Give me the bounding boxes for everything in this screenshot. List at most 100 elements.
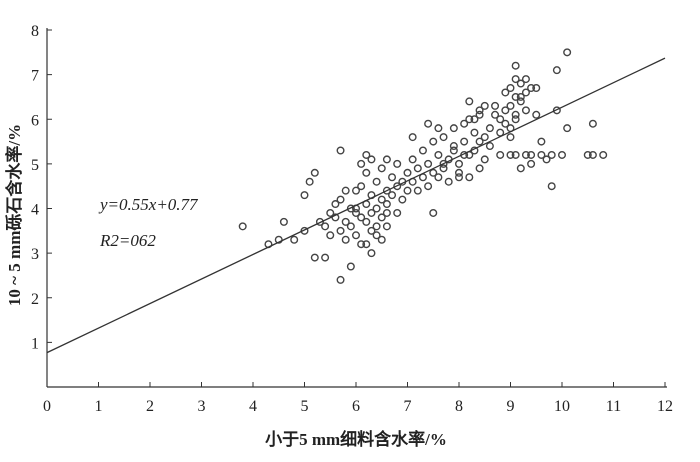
data-point xyxy=(501,119,510,128)
data-point xyxy=(470,115,479,124)
data-point xyxy=(413,164,422,173)
data-point xyxy=(357,159,366,168)
data-point xyxy=(511,150,520,159)
data-point xyxy=(547,150,556,159)
data-point xyxy=(449,124,458,133)
data-point xyxy=(346,262,355,271)
data-point xyxy=(527,159,536,168)
data-point xyxy=(424,119,433,128)
data-point xyxy=(532,84,541,93)
data-point xyxy=(362,240,371,249)
data-point xyxy=(496,115,505,124)
data-point xyxy=(429,168,438,177)
data-point xyxy=(357,240,366,249)
data-point xyxy=(552,66,561,75)
data-point xyxy=(393,159,402,168)
y-tick-label: 2 xyxy=(31,291,39,308)
data-point xyxy=(424,182,433,191)
data-point xyxy=(352,186,361,195)
data-point xyxy=(475,106,484,115)
y-tick-label: 5 xyxy=(31,157,39,174)
data-point xyxy=(377,195,386,204)
data-point xyxy=(449,146,458,155)
data-point xyxy=(429,208,438,217)
data-point xyxy=(372,231,381,240)
data-point xyxy=(352,231,361,240)
data-point xyxy=(480,155,489,164)
data-point xyxy=(475,164,484,173)
y-tick-label: 7 xyxy=(31,68,39,85)
data-point xyxy=(521,106,530,115)
data-point xyxy=(475,110,484,119)
data-point xyxy=(516,164,525,173)
data-point xyxy=(511,115,520,124)
y-tick-label: 1 xyxy=(31,335,39,352)
data-point xyxy=(434,150,443,159)
data-point xyxy=(367,226,376,235)
x-tick-label: 8 xyxy=(455,398,463,415)
data-point xyxy=(460,137,469,146)
data-point xyxy=(424,159,433,168)
data-point xyxy=(393,182,402,191)
y-axis-label: 10 ~ 5 mm砾石含水率/% xyxy=(4,124,24,306)
fit-line xyxy=(46,57,666,354)
data-point xyxy=(315,217,324,226)
data-point xyxy=(506,133,515,142)
y-tick-label: 8 xyxy=(31,23,39,40)
data-point xyxy=(346,222,355,231)
data-point xyxy=(377,235,386,244)
data-point xyxy=(408,133,417,142)
data-point xyxy=(455,173,464,182)
data-point xyxy=(470,128,479,137)
data-point xyxy=(321,222,330,231)
data-point xyxy=(336,226,345,235)
data-point xyxy=(449,142,458,151)
data-point xyxy=(496,150,505,159)
data-point xyxy=(485,124,494,133)
x-tick-label: 4 xyxy=(249,398,257,415)
data-point xyxy=(599,150,608,159)
y-tick-label: 6 xyxy=(31,112,39,129)
data-point xyxy=(511,92,520,101)
data-point xyxy=(388,173,397,182)
data-point xyxy=(274,235,283,244)
data-point xyxy=(382,186,391,195)
data-point xyxy=(460,119,469,128)
data-point xyxy=(516,97,525,106)
data-point xyxy=(465,97,474,106)
data-point xyxy=(521,88,530,97)
data-point xyxy=(372,222,381,231)
data-point xyxy=(279,217,288,226)
data-point xyxy=(480,133,489,142)
data-point xyxy=(588,150,597,159)
data-point xyxy=(465,115,474,124)
data-point xyxy=(341,235,350,244)
r2-label: R2=062 xyxy=(99,231,156,250)
data-point xyxy=(382,200,391,209)
data-point xyxy=(511,110,520,119)
data-point xyxy=(439,159,448,168)
data-point xyxy=(377,164,386,173)
data-point xyxy=(558,150,567,159)
data-point xyxy=(506,84,515,93)
data-point xyxy=(326,208,335,217)
data-point xyxy=(455,168,464,177)
data-point xyxy=(408,155,417,164)
data-point xyxy=(537,150,546,159)
data-point xyxy=(326,231,335,240)
data-point xyxy=(382,155,391,164)
data-point xyxy=(403,186,412,195)
data-point xyxy=(367,155,376,164)
x-tick-label: 3 xyxy=(198,398,206,415)
data-point xyxy=(583,150,592,159)
x-tick-label: 12 xyxy=(657,398,673,415)
data-point xyxy=(547,182,556,191)
data-point xyxy=(521,75,530,84)
data-point xyxy=(238,222,247,231)
data-point xyxy=(511,61,520,70)
data-point xyxy=(300,191,309,200)
data-point xyxy=(465,173,474,182)
data-point xyxy=(336,275,345,284)
data-point xyxy=(552,106,561,115)
x-tick-label: 2 xyxy=(146,398,154,415)
